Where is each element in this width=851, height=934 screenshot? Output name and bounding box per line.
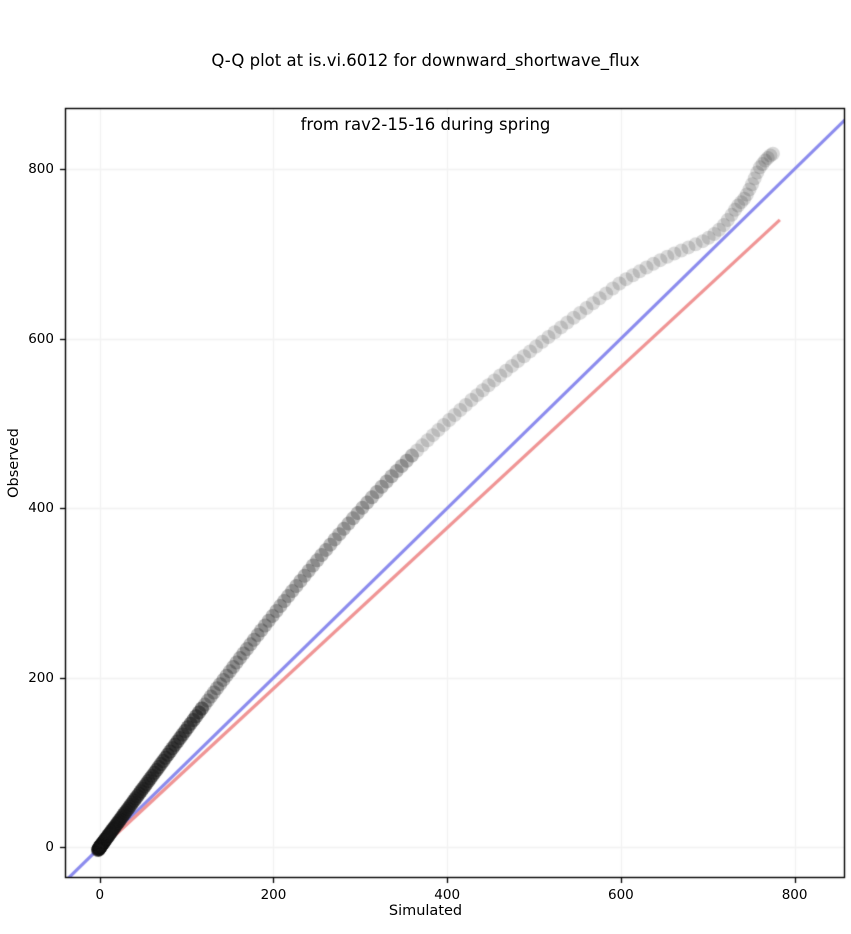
y-tick-label: 0 <box>45 839 54 856</box>
y-tick-label: 600 <box>28 330 54 347</box>
x-tick-label: 800 <box>781 887 808 903</box>
chart-title: Q-Q plot at is.vi.6012 for downward_shor… <box>0 8 851 177</box>
x-tick-label: 200 <box>260 887 287 903</box>
chart-title-line-1: Q-Q plot at is.vi.6012 for downward_shor… <box>211 51 640 71</box>
x-tick-label: 600 <box>608 887 634 903</box>
y-tick-label: 800 <box>28 161 54 178</box>
x-axis-label: Simulated <box>388 903 463 919</box>
x-tick-label: 0 <box>95 887 105 903</box>
y-tick-label: 200 <box>28 669 54 686</box>
chart-title-line-2: from rav2-15-16 during spring <box>300 114 551 134</box>
y-tick-label: 400 <box>28 500 54 517</box>
x-tick-label: 400 <box>434 887 461 903</box>
